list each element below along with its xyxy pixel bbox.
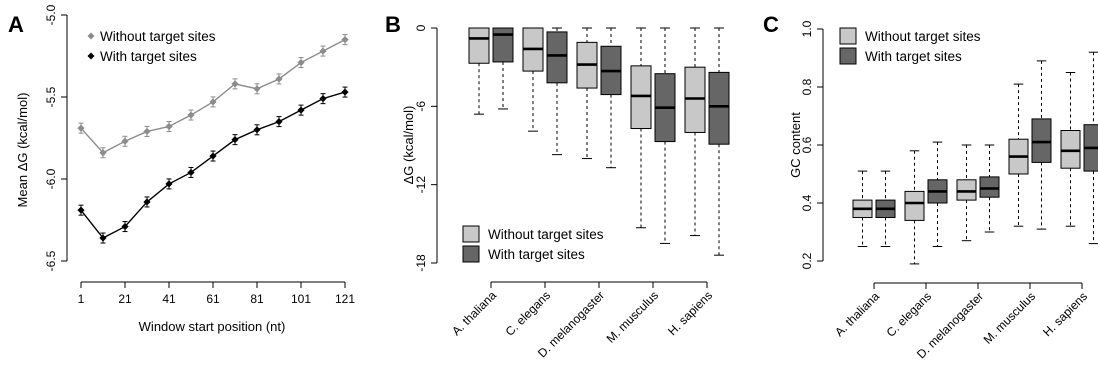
b-box [708, 71, 730, 145]
c-box [904, 190, 925, 221]
c-box [956, 179, 977, 201]
a-x-tick-label: 81 [250, 292, 264, 306]
c-legend-swatch [839, 27, 857, 45]
c-x-tick-label: H. sapiens [1040, 289, 1090, 339]
a-data-point [231, 136, 239, 144]
a-data-point [253, 126, 261, 134]
c-y-tick-label: 0.4 [800, 194, 814, 211]
a-data-point [231, 80, 239, 88]
a-data-point [77, 206, 85, 214]
b-box [684, 66, 706, 133]
a-data-point [99, 149, 107, 157]
a-x-tick-label: 21 [118, 292, 132, 306]
a-data-point [297, 106, 305, 114]
c-box [979, 176, 1000, 198]
a-data-point [187, 111, 195, 119]
b-box [468, 27, 490, 64]
a-legend-marker [87, 52, 95, 60]
b-legend-label: Without target sites [488, 227, 604, 242]
a-data-point [253, 85, 261, 93]
a-data-point [165, 180, 173, 188]
a-data-point [319, 95, 327, 103]
a-data-point [341, 88, 349, 96]
b-legend-label: With target sites [488, 247, 585, 262]
a-legend-marker [87, 32, 95, 40]
panel-a-letter: A [8, 12, 24, 37]
c-legend-label: Without target sites [865, 29, 981, 44]
b-legend-swatch [462, 245, 480, 263]
panel-a-x-axis-label: Window start position (nt) [139, 319, 286, 334]
b-box [630, 65, 652, 130]
a-y-tick-label: -5.5 [44, 86, 58, 107]
panel-a-line-chart: Window start position (nt) Mean ΔG (kcal… [15, 4, 355, 334]
a-data-point [143, 198, 151, 206]
a-data-point [275, 75, 283, 83]
a-y-tick-label: -6.5 [44, 250, 58, 271]
a-data-point [77, 124, 85, 132]
a-legend-label: With target sites [100, 49, 197, 64]
c-x-tick-label: A. thaliana [832, 289, 882, 339]
a-x-tick-label: 41 [162, 292, 176, 306]
b-y-tick-label: -6 [414, 101, 428, 112]
a-y-tick-label: -5.0 [44, 4, 58, 25]
a-data-point [209, 152, 217, 160]
c-y-tick-label: 0.6 [800, 136, 814, 153]
a-data-point [121, 222, 129, 231]
a-series-line-1 [80, 91, 346, 239]
c-y-tick-label: 0.2 [800, 252, 814, 269]
a-data-point [209, 98, 217, 106]
a-data-point [319, 47, 327, 55]
a-legend-label: Without target sites [100, 29, 216, 44]
a-data-point [297, 58, 305, 67]
b-y-tick-label: 0 [414, 24, 428, 31]
b-legend-swatch [462, 225, 480, 243]
c-legend-swatch [839, 47, 857, 65]
c-box [1060, 130, 1081, 169]
b-box [492, 27, 514, 63]
b-x-tick-label: C. elegans [503, 288, 553, 338]
a-data-point [275, 118, 283, 126]
b-x-tick-label: A. thaliana [449, 288, 499, 338]
panel-b-letter: B [385, 12, 401, 37]
panel-b-boxplot: ΔG (kcal/mol) 0 -6 -12 -18 A. thaliana C. ele… [401, 24, 730, 360]
a-x-tick-label: 121 [335, 292, 355, 306]
a-data-point [341, 36, 349, 44]
c-y-tick-label: 1.0 [800, 20, 814, 37]
a-y-tick-label: -6.0 [44, 168, 58, 189]
panel-c-letter: C [763, 12, 779, 37]
b-x-tick-label: M. musculus [604, 288, 662, 346]
c-box [1031, 118, 1052, 163]
panel-b-y-axis-label: ΔG (kcal/mol) [401, 106, 416, 185]
a-x-tick-label: 1 [78, 292, 85, 306]
a-data-point [187, 168, 195, 177]
c-y-tick-label: 0.8 [800, 78, 814, 95]
c-legend-label: With target sites [865, 49, 962, 64]
a-data-point [143, 127, 151, 136]
b-y-tick-label: -18 [414, 254, 428, 272]
panel-c-y-axis-label: GC content [788, 112, 803, 178]
b-x-tick-label: H. sapiens [665, 288, 715, 338]
panel-a-y-axis-label: Mean ΔG (kcal/mol) [15, 93, 30, 208]
a-data-point [99, 234, 107, 242]
a-data-point [165, 122, 173, 131]
panel-c-boxplot: GC content 0.2 0.4 0.6 0.8 1.0 A. thaliana C. … [788, 20, 1098, 361]
b-box [546, 31, 568, 84]
a-x-tick-label: 61 [206, 292, 220, 306]
b-y-tick-label: -12 [414, 176, 428, 194]
a-x-tick-label: 101 [291, 292, 311, 306]
a-data-point [121, 137, 129, 145]
c-x-tick-label: M. musculus [981, 289, 1039, 347]
c-x-tick-label: C. elegans [884, 289, 934, 339]
